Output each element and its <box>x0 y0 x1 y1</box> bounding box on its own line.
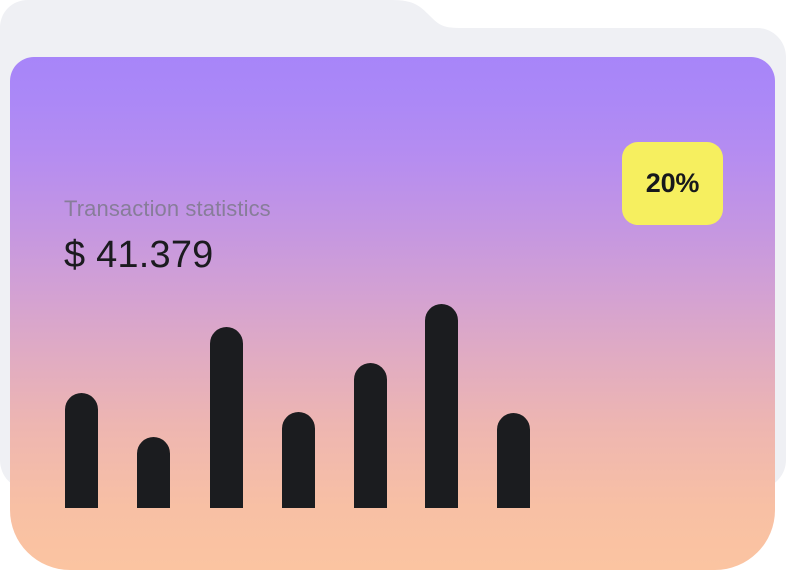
chart-bar <box>497 413 530 508</box>
chart-bar <box>354 363 387 508</box>
chart-bar <box>425 304 458 508</box>
statistics-card: Transaction statistics $ 41.379 20% <box>10 57 775 570</box>
card-title: Transaction statistics <box>64 196 271 221</box>
transaction-amount: $ 41.379 <box>64 234 214 276</box>
growth-badge-label: 20% <box>645 168 700 198</box>
chart-bar <box>65 393 98 508</box>
chart-bar <box>210 327 243 508</box>
transaction-bar-chart <box>10 57 775 570</box>
chart-bar <box>282 412 315 508</box>
chart-bar <box>137 437 170 508</box>
growth-badge: 20% <box>622 142 723 225</box>
